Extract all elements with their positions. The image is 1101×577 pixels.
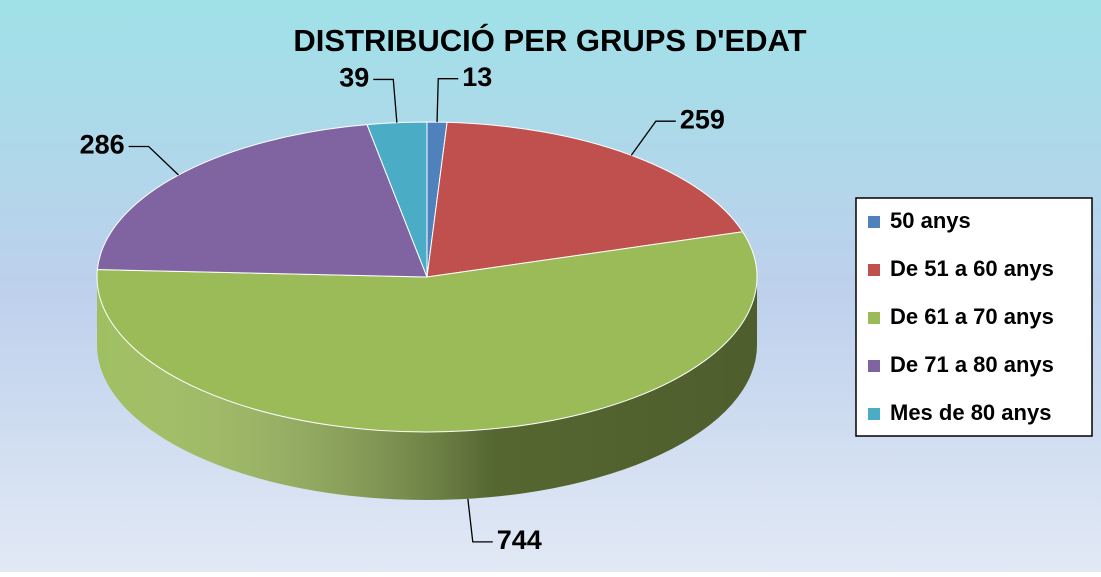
chart-title: DISTRIBUCIÓ PER GRUPS D'EDAT [293, 22, 806, 58]
legend-label: De 61 a 70 anys [890, 304, 1054, 329]
legend [855, 197, 1093, 437]
leader-line [467, 498, 493, 543]
legend-label: 50 anys [890, 208, 971, 233]
data-label: 13 [462, 62, 492, 92]
slice [366, 121, 428, 278]
legend-label: Mes de 80 anys [890, 400, 1051, 425]
leader-line [630, 120, 676, 156]
slice [96, 124, 428, 278]
legend-marker [868, 408, 880, 420]
data-label: 744 [497, 525, 542, 555]
legend-marker [868, 312, 880, 324]
legend-label: De 51 a 60 anys [890, 256, 1054, 281]
legend-marker [868, 360, 880, 372]
legend-marker [868, 216, 880, 228]
data-label: 39 [339, 63, 369, 93]
slice [426, 121, 744, 278]
slice-side-shade [97, 277, 757, 500]
leader-line [436, 78, 459, 123]
legend-label: De 71 a 80 anys [890, 352, 1054, 377]
data-label: 259 [680, 104, 725, 134]
legend-marker [868, 264, 880, 276]
slice [96, 231, 758, 433]
data-label: 286 [80, 130, 125, 160]
leader-line [373, 78, 398, 123]
leader-line [128, 145, 179, 176]
